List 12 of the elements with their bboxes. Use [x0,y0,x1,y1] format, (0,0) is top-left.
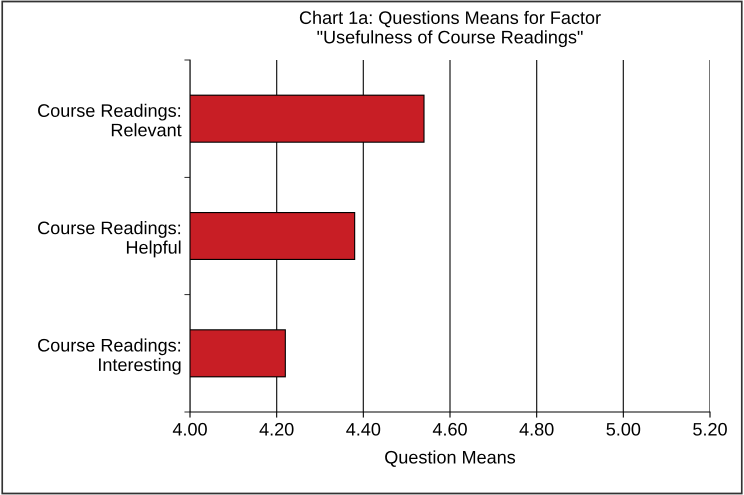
chart-title: Chart 1a: Questions Means for Factor "Usefulness of Course Readings" [300,10,601,48]
y-tick-label: Course Readings: Interesting [38,338,181,375]
x-tick-label: 5.00 [606,422,640,436]
y-tick-label: Course Readings: Relevant [38,104,182,136]
x-tick-label: 5.20 [693,422,727,436]
y-tick-label: Course Readings: Helpful [38,221,180,258]
x-tick-label: 4.60 [432,422,467,436]
x-tick-label: 4.40 [346,422,380,436]
x-tick-label: 4.00 [172,422,207,436]
x-tick-label: 4.20 [260,422,294,436]
x-axis-title: Question Means [385,450,516,467]
x-tick-label: 4.80 [520,422,554,436]
